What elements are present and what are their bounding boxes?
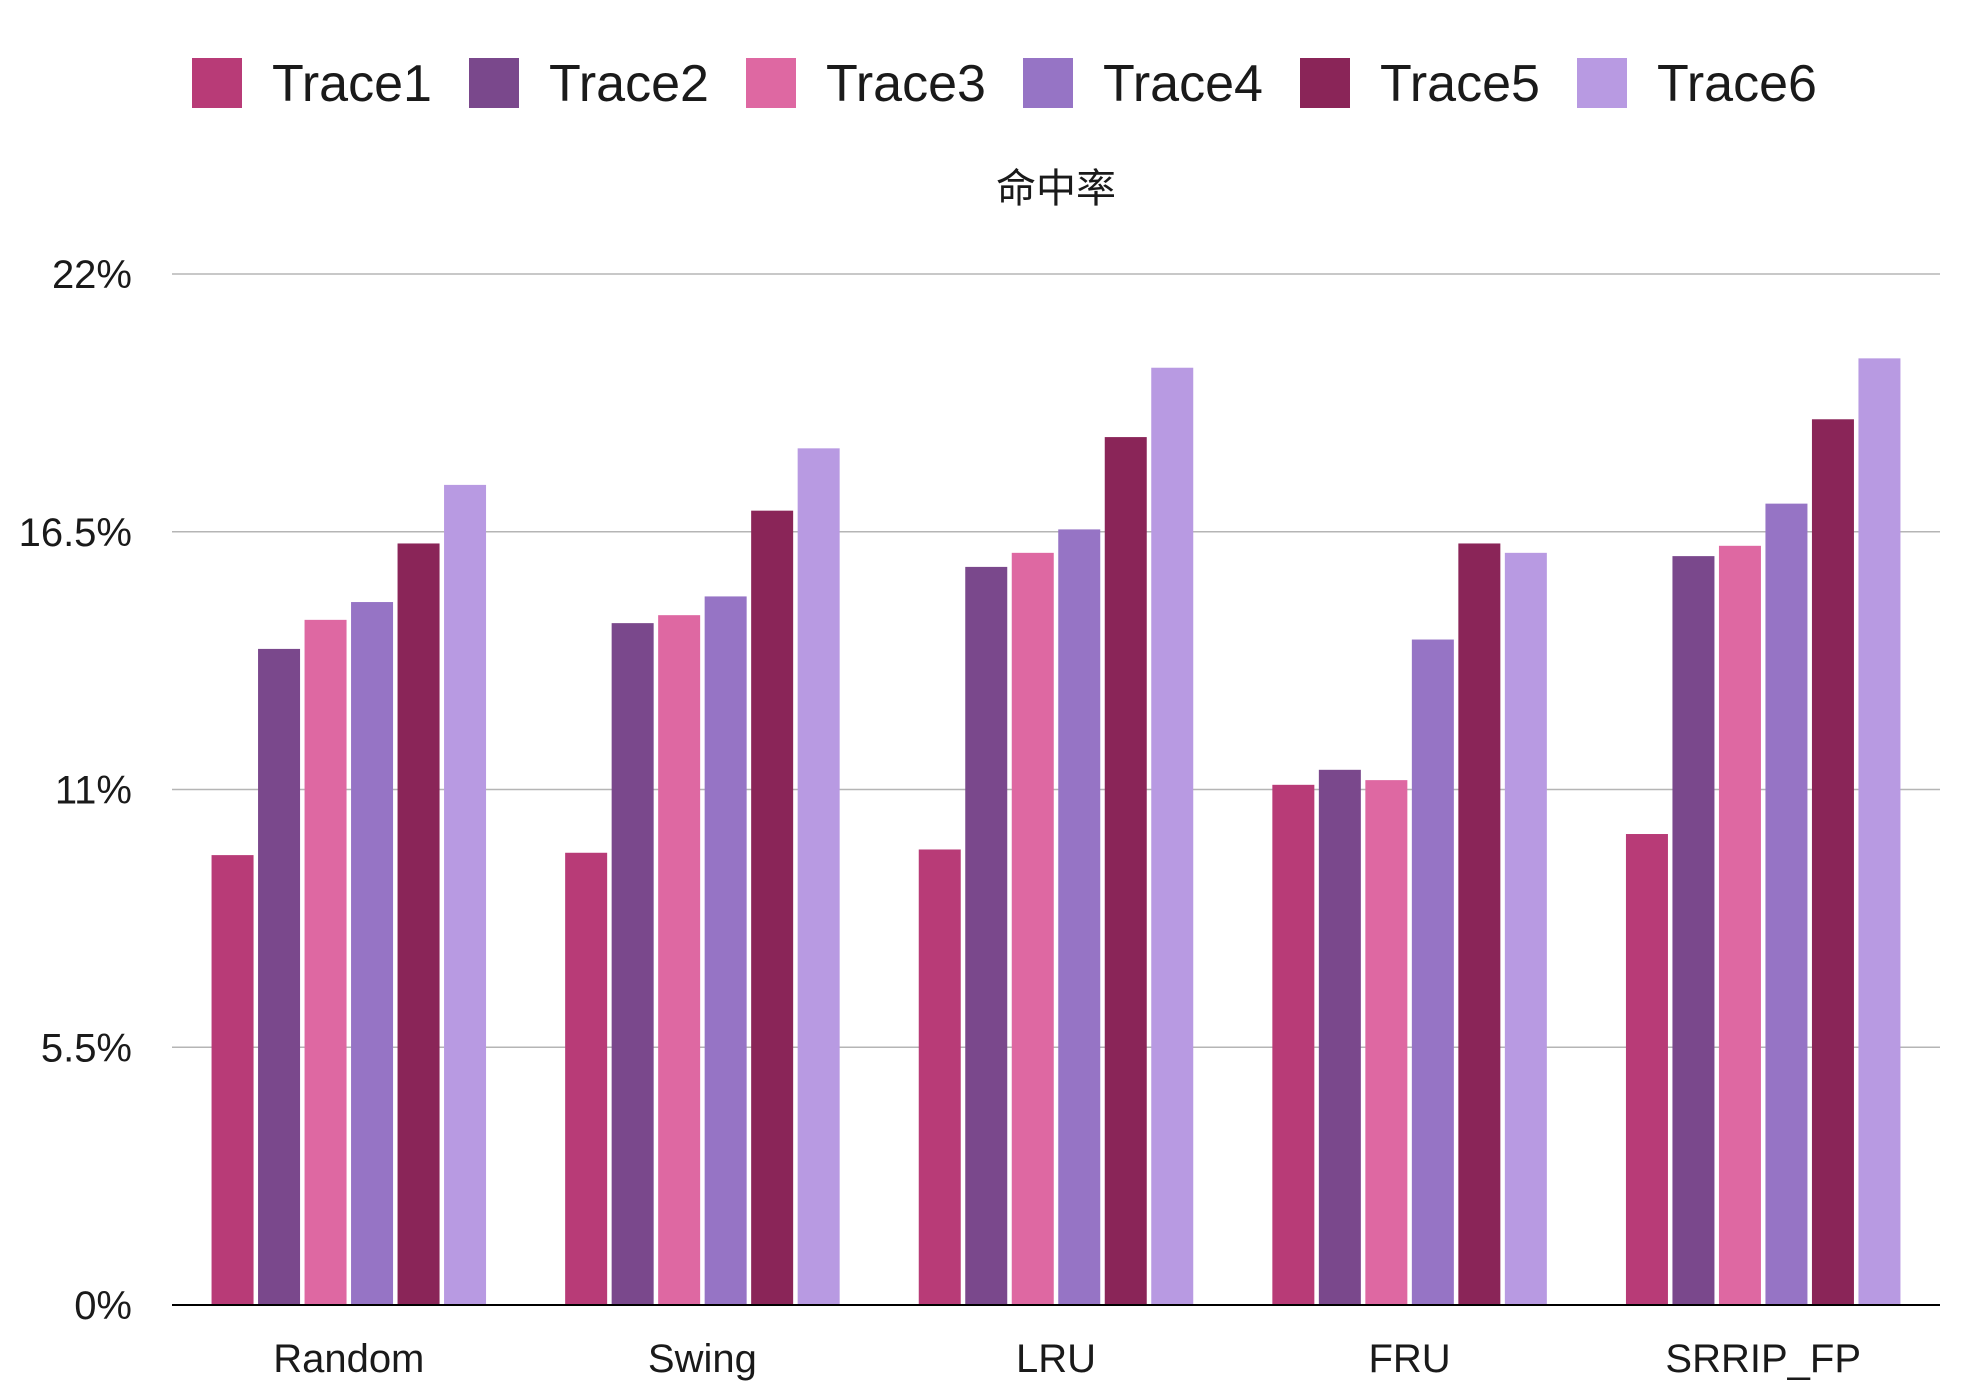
x-axis-ticks: Random Swing LRU FRU SRRIP_FP — [273, 1337, 1861, 1381]
bar-trace6-srrip_fp — [1858, 358, 1901, 1305]
bar-trace6-swing — [797, 448, 840, 1305]
bar-trace5-swing — [751, 510, 794, 1305]
bar-trace1-swing — [565, 852, 608, 1305]
y-tick-label: 11% — [55, 769, 132, 813]
bar-trace6-lru — [1151, 367, 1194, 1305]
bar-trace1-random — [211, 855, 254, 1305]
bar-trace2-lru — [965, 566, 1008, 1305]
y-tick-label: 5.5% — [41, 1026, 132, 1070]
bar-trace3-fru — [1365, 780, 1408, 1305]
legend-swatch-trace6 — [1577, 58, 1627, 108]
legend-label-trace5: Trace5 — [1380, 55, 1540, 113]
legend-swatch-trace4 — [1023, 58, 1073, 108]
legend-swatch-trace3 — [746, 58, 796, 108]
bar-trace5-lru — [1104, 437, 1147, 1305]
y-tick-label: 22% — [52, 253, 132, 297]
bar-trace4-srrip_fp — [1765, 503, 1808, 1305]
bar-trace1-srrip_fp — [1625, 834, 1668, 1305]
legend-swatch-trace1 — [192, 58, 242, 108]
legend-label-trace3: Trace3 — [826, 55, 986, 113]
chart-title: 命中率 — [996, 166, 1116, 212]
x-tick-label: Random — [273, 1337, 424, 1381]
bar-trace6-fru — [1504, 552, 1547, 1305]
bars — [211, 358, 1901, 1305]
bar-trace6-random — [444, 484, 487, 1305]
x-tick-label: Swing — [648, 1337, 757, 1381]
legend-label-trace2: Trace2 — [549, 55, 709, 113]
bar-trace5-random — [397, 543, 440, 1305]
bar-trace4-fru — [1411, 639, 1454, 1305]
bar-trace1-fru — [1272, 784, 1315, 1305]
bar-trace3-lru — [1011, 552, 1054, 1305]
legend: Trace1 Trace2 Trace3 Trace4 Trace5 Trace6 — [192, 55, 1817, 113]
bar-trace4-random — [351, 602, 394, 1305]
legend-swatch-trace5 — [1300, 58, 1350, 108]
bar-trace2-fru — [1318, 769, 1361, 1305]
bar-trace2-swing — [611, 623, 654, 1305]
bar-trace3-swing — [658, 615, 701, 1305]
y-axis-ticks: 0% 5.5% 11% 16.5% 22% — [19, 253, 132, 1328]
bar-trace2-random — [258, 648, 301, 1305]
bar-trace1-lru — [918, 849, 961, 1305]
bar-trace3-random — [304, 619, 347, 1305]
bar-trace5-srrip_fp — [1811, 419, 1854, 1305]
x-tick-label: LRU — [1016, 1337, 1096, 1381]
bar-trace4-swing — [704, 596, 747, 1305]
legend-swatch-trace2 — [469, 58, 519, 108]
legend-label-trace6: Trace6 — [1657, 55, 1817, 113]
legend-label-trace1: Trace1 — [272, 55, 432, 113]
x-tick-label: FRU — [1368, 1337, 1450, 1381]
legend-label-trace4: Trace4 — [1103, 55, 1263, 113]
bar-trace4-lru — [1058, 529, 1101, 1305]
y-tick-label: 16.5% — [19, 511, 132, 555]
bar-trace5-fru — [1458, 543, 1501, 1305]
bar-trace3-srrip_fp — [1718, 545, 1761, 1305]
y-tick-label: 0% — [74, 1284, 132, 1328]
bar-trace2-srrip_fp — [1672, 556, 1715, 1305]
x-tick-label: SRRIP_FP — [1665, 1337, 1861, 1381]
